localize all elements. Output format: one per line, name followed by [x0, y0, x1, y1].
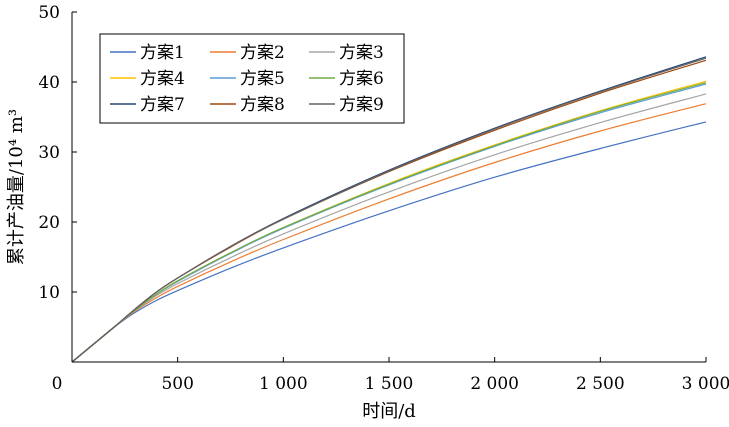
- series-lines: [71, 56, 707, 363]
- legend-label-4: 方案4: [140, 69, 185, 89]
- legend-box: [99, 33, 405, 124]
- series-line-1: [71, 121, 707, 363]
- series-line-3: [71, 93, 707, 363]
- legend-label-3: 方案3: [339, 43, 384, 63]
- ticks: 0 500 1 000 1 500 2 000 2 500 3 000 10 20 30 40 50: [38, 3, 729, 394]
- legend-label-9: 方案9: [339, 95, 384, 115]
- legend-label-7: 方案7: [140, 95, 185, 115]
- x-tick-label: 0: [52, 374, 63, 394]
- legend-label-6: 方案6: [339, 69, 384, 89]
- x-tick-label: 2 000: [470, 374, 519, 394]
- y-tick-label: 30: [38, 143, 60, 163]
- y-tick-label: 50: [38, 3, 60, 23]
- y-tick-label: 10: [38, 283, 60, 303]
- y-tick-label: 40: [38, 73, 60, 93]
- y-axis-title: 累计产油量/10⁴ m³: [6, 109, 27, 265]
- x-tick-label: 1 000: [259, 374, 308, 394]
- series-line-5: [71, 83, 707, 363]
- legend: 方案1 方案2 方案3 方案4 方案5 方案6 方案7 方案8 方案9: [99, 33, 405, 124]
- x-axis-title: 时间/d: [362, 401, 416, 422]
- legend-label-1: 方案1: [140, 43, 185, 63]
- y-tick-label: 20: [38, 213, 60, 233]
- x-tick-label: 1 500: [365, 374, 414, 394]
- x-tick-label: 2 500: [576, 374, 625, 394]
- x-tick-label: 3 000: [682, 374, 729, 394]
- series-line-9: [71, 57, 707, 363]
- x-tick-label: 500: [161, 374, 193, 394]
- series-line-2: [71, 103, 707, 363]
- series-line-6: [71, 82, 707, 363]
- legend-label-5: 方案5: [240, 69, 285, 89]
- legend-label-2: 方案2: [240, 43, 285, 63]
- legend-label-8: 方案8: [240, 95, 285, 115]
